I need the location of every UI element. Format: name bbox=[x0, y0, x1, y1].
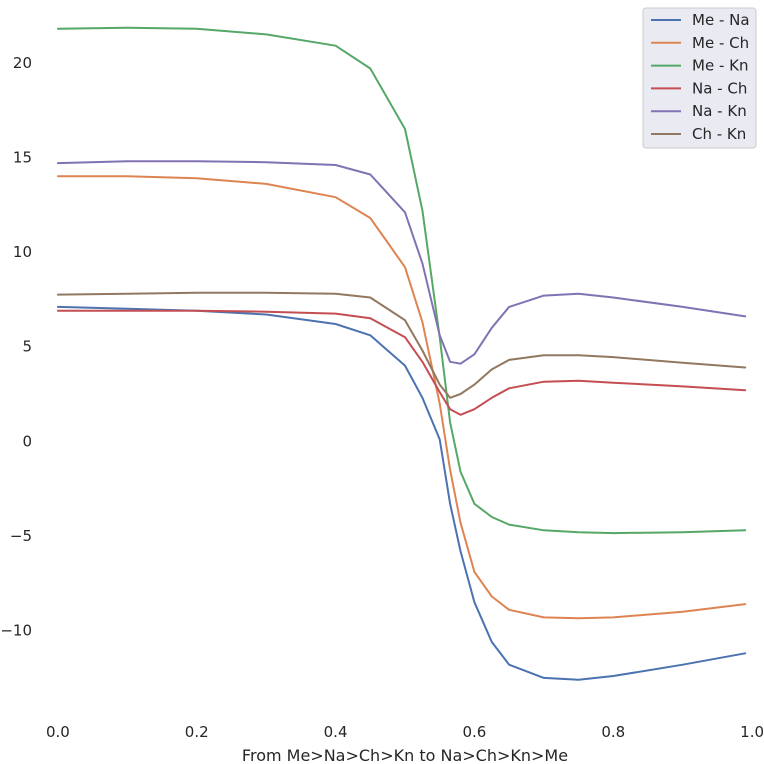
legend-label: Na - Ch bbox=[692, 79, 747, 97]
legend-label: Me - Kn bbox=[692, 57, 748, 75]
x-tick-label: 0.8 bbox=[601, 723, 625, 741]
y-tick-label: −5 bbox=[10, 527, 32, 545]
y-tick-label: 15 bbox=[13, 148, 32, 166]
series-lines bbox=[56, 26, 747, 681]
legend-label: Me - Ch bbox=[692, 34, 749, 52]
series-line-me-ch bbox=[56, 175, 747, 620]
y-tick-label: 10 bbox=[13, 243, 32, 261]
y-tick-label: −10 bbox=[0, 622, 32, 640]
y-tick-label: 0 bbox=[22, 432, 32, 450]
x-tick-label: 0.0 bbox=[46, 723, 70, 741]
y-axis-ticks: −10 −5 0 5 10 15 20 bbox=[0, 54, 32, 640]
series-line-ch-kn bbox=[56, 291, 747, 399]
x-tick-label: 0.2 bbox=[185, 723, 209, 741]
series-line-me-na bbox=[56, 305, 747, 681]
x-tick-label: 1.0 bbox=[740, 723, 764, 741]
y-tick-label: 5 bbox=[22, 338, 32, 356]
series-line-na-ch bbox=[56, 309, 747, 416]
x-tick-label: 0.6 bbox=[462, 723, 486, 741]
series-line-me-kn bbox=[56, 26, 747, 535]
y-tick-label: 20 bbox=[13, 54, 32, 72]
x-axis-label: From Me>Na>Ch>Kn to Na>Ch>Kn>Me bbox=[242, 746, 568, 764]
legend-label: Na - Kn bbox=[692, 102, 747, 120]
legend-label: Ch - Kn bbox=[692, 125, 746, 143]
legend-label: Me - Na bbox=[692, 11, 750, 29]
legend: Me - Na Me - Ch Me - Kn Na - Ch Na - Kn Ch - … bbox=[642, 7, 757, 149]
x-axis-ticks: 0.0 0.2 0.4 0.6 0.8 1.0 bbox=[46, 723, 764, 741]
x-tick-label: 0.4 bbox=[324, 723, 348, 741]
series-line-na-kn bbox=[56, 160, 747, 365]
